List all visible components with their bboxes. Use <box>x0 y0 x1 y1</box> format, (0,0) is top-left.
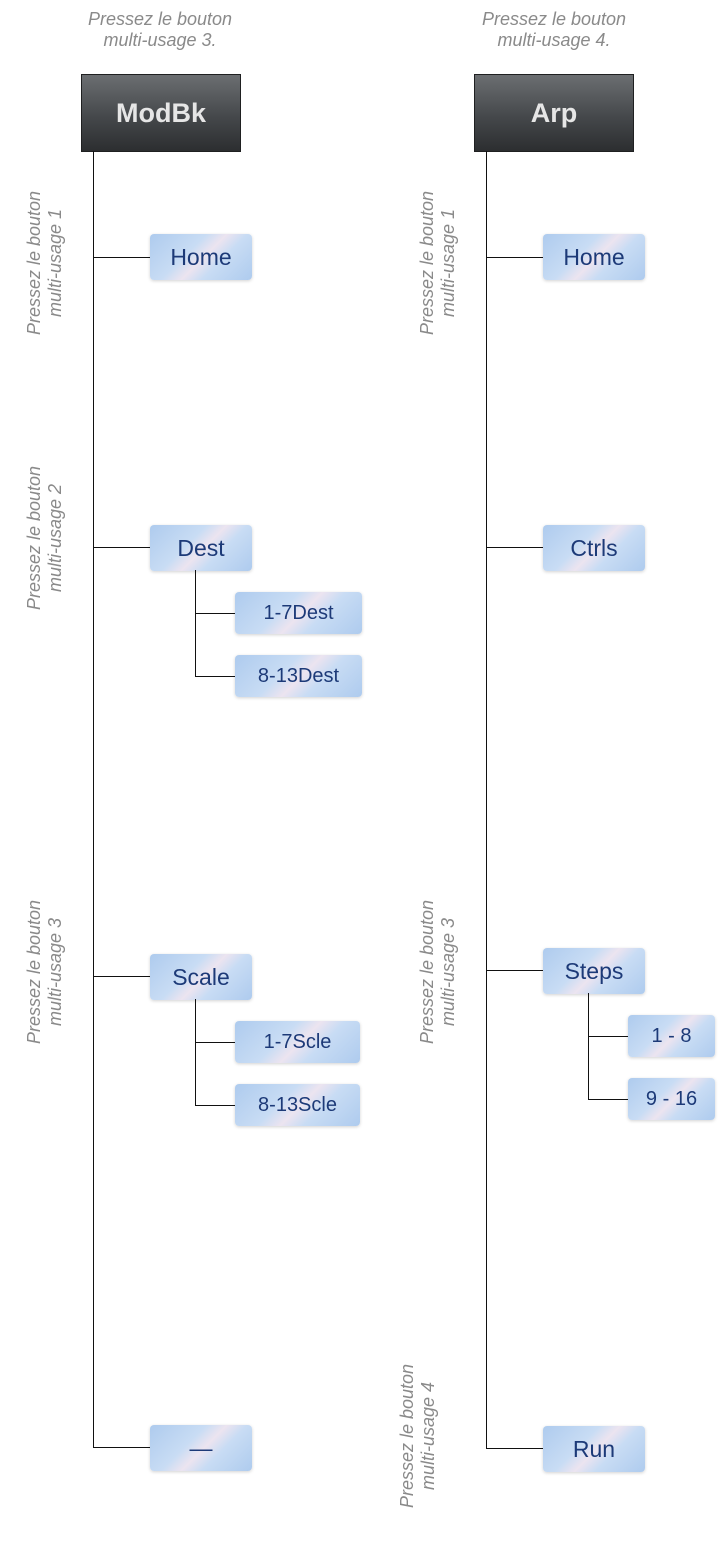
steps-sub-branch-1 <box>588 1036 628 1037</box>
left-side-label-3-line2: multi-usage 3 <box>45 917 65 1027</box>
arp-home-node: Home <box>543 234 645 280</box>
right-side-label-1-line2: multi-usage 1 <box>438 208 458 318</box>
left-side-label-2-line1: Pressez le bouton <box>24 465 44 611</box>
right-trunk-line <box>486 151 487 1448</box>
right-side-label-1-line1: Pressez le bouton <box>417 190 437 336</box>
modbk-scale-node: Scale <box>150 954 252 1000</box>
left-top-caption-line1: Pressez le bouton <box>87 9 233 29</box>
left-side-label-2-line2: multi-usage 2 <box>45 483 65 593</box>
right-side-label-1: Pressez le bouton multi-usage 1 <box>417 183 459 343</box>
left-branch-dest <box>93 547 151 548</box>
left-side-label-3-line1: Pressez le bouton <box>24 899 44 1045</box>
dest-8-13-node: 8-13Dest <box>235 655 362 697</box>
right-branch-run <box>486 1448 544 1449</box>
dest-sub-branch-1 <box>195 613 235 614</box>
right-branch-home <box>486 257 544 258</box>
left-side-label-1-line1: Pressez le bouton <box>24 190 44 336</box>
arp-root-node: Arp <box>474 74 634 152</box>
steps-9-16-node: 9 - 16 <box>628 1078 715 1120</box>
arp-ctrls-node: Ctrls <box>543 525 645 571</box>
left-side-label-3: Pressez le bouton multi-usage 3 <box>24 892 66 1052</box>
left-side-label-1: Pressez le bouton multi-usage 1 <box>24 183 66 343</box>
modbk-dest-node: Dest <box>150 525 252 571</box>
modbk-home-node: Home <box>150 234 252 280</box>
right-branch-steps <box>486 970 544 971</box>
arp-steps-node: Steps <box>543 948 645 994</box>
steps-sub-trunk <box>588 993 589 1099</box>
scale-sub-trunk <box>195 999 196 1105</box>
arp-run-node: Run <box>543 1426 645 1472</box>
left-branch-scale <box>93 976 151 977</box>
right-side-label-3: Pressez le bouton multi-usage 4 <box>397 1356 439 1516</box>
scale-sub-branch-2 <box>195 1105 235 1106</box>
modbk-root-node: ModBk <box>81 74 241 152</box>
right-branch-ctrls <box>486 547 544 548</box>
right-side-label-2: Pressez le bouton multi-usage 3 <box>417 892 459 1052</box>
steps-1-8-node: 1 - 8 <box>628 1015 715 1057</box>
dest-sub-trunk <box>195 570 196 676</box>
right-top-caption-line1: Pressez le bouton <box>481 9 627 29</box>
right-side-label-2-line2: multi-usage 3 <box>438 917 458 1027</box>
right-top-caption: Pressez le bouton multi-usage 4. <box>454 9 654 51</box>
scale-sub-branch-1 <box>195 1042 235 1043</box>
left-side-label-2: Pressez le bouton multi-usage 2 <box>24 458 66 618</box>
left-top-caption: Pressez le bouton multi-usage 3. <box>60 9 260 51</box>
right-side-label-3-line1: Pressez le bouton <box>397 1363 417 1509</box>
scale-1-7-node: 1-7Scle <box>235 1021 360 1063</box>
left-trunk-line <box>93 151 94 1447</box>
steps-sub-branch-2 <box>588 1099 628 1100</box>
modbk-dash-node: — <box>150 1425 252 1471</box>
left-branch-home <box>93 257 151 258</box>
dest-sub-branch-2 <box>195 676 235 677</box>
scale-8-13-node: 8-13Scle <box>235 1084 360 1126</box>
right-top-caption-line2: multi-usage 4. <box>497 30 611 50</box>
right-side-label-2-line1: Pressez le bouton <box>417 899 437 1045</box>
left-side-label-1-line2: multi-usage 1 <box>45 208 65 318</box>
dest-1-7-node: 1-7Dest <box>235 592 362 634</box>
left-branch-dash <box>93 1447 151 1448</box>
left-top-caption-line2: multi-usage 3. <box>103 30 217 50</box>
right-side-label-3-line2: multi-usage 4 <box>418 1381 438 1491</box>
